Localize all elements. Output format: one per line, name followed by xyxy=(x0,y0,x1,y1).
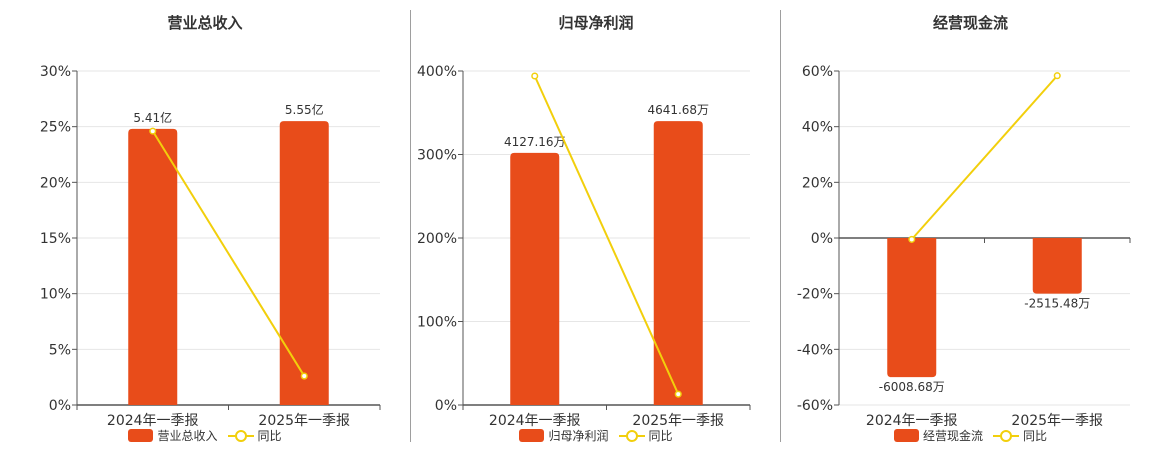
y-tick-label: 20% xyxy=(40,175,71,191)
legend-label: 同比 xyxy=(648,429,673,443)
line-series xyxy=(911,75,1058,241)
line-series xyxy=(533,75,680,395)
legend-item-line[interactable]: 同比 xyxy=(227,427,282,444)
chart-panel-revenue: 营业总收入 0% 5% 10% 15% 20% 25% 30% 2024年一季报 2025年一季… xyxy=(0,0,410,450)
legend-line-swatch xyxy=(618,429,645,442)
legend-label: 经营现金流 xyxy=(922,429,983,443)
bar-data-label: 4641.68万 xyxy=(647,103,709,117)
legend-item-line[interactable]: 同比 xyxy=(618,427,673,444)
line-point xyxy=(908,235,916,243)
legend: 归母净利润 同比 xyxy=(411,427,781,444)
legend: 营业总收入 同比 xyxy=(0,427,410,444)
legend: 经营现金流 同比 xyxy=(781,427,1160,444)
line-point xyxy=(1053,72,1061,80)
legend-item-bar[interactable]: 营业总收入 xyxy=(128,427,218,444)
line-point xyxy=(300,372,308,380)
x-tick-label: 2024年一季报 xyxy=(489,413,581,429)
y-tick-label: 15% xyxy=(40,231,71,247)
panel-divider xyxy=(410,10,411,442)
x-tick-label: 2024年一季报 xyxy=(107,413,199,429)
x-tick-label: 2024年一季报 xyxy=(866,413,958,429)
bar xyxy=(510,152,560,405)
legend-bar-swatch xyxy=(893,429,919,442)
chart-title: 归母净利润 xyxy=(558,14,634,32)
chart-title: 营业总收入 xyxy=(167,14,243,32)
y-tick-label: 0% xyxy=(811,231,833,247)
y-tick-label: 0% xyxy=(435,398,457,414)
y-tick-label: 300% xyxy=(417,148,457,164)
legend-line-swatch xyxy=(993,429,1019,442)
y-tick-label: 200% xyxy=(417,231,457,247)
legend-bar-swatch xyxy=(128,429,154,442)
legend-label: 同比 xyxy=(1023,429,1048,443)
y-tick-label: 40% xyxy=(802,120,833,136)
line-series xyxy=(151,130,306,377)
bar-data-label: 5.55亿 xyxy=(285,102,324,117)
line-point xyxy=(149,127,157,135)
chart-panel-cash-flow: 经营现金流 -60% -40% -20% 0% 20% 40% 60% 2024年一季报 202… xyxy=(781,0,1160,450)
bar xyxy=(1032,238,1082,294)
y-tick-label: 5% xyxy=(49,342,71,358)
x-tick-label: 2025年一季报 xyxy=(632,413,724,429)
bar xyxy=(653,121,703,405)
y-tick-label: -40% xyxy=(797,342,833,358)
legend-item-bar[interactable]: 经营现金流 xyxy=(893,427,983,444)
bar xyxy=(128,128,178,406)
legend-label: 同比 xyxy=(257,429,282,443)
bar xyxy=(887,238,937,378)
panel-divider xyxy=(780,10,781,442)
chart-revenue: 0% 5% 10% 15% 20% 25% 30% 2024年一季报 2025年一季报 5.41亿… xyxy=(40,64,381,429)
x-tick-label: 2025年一季报 xyxy=(258,413,350,429)
bar-data-label: 4127.16万 xyxy=(504,135,566,149)
chart-cash-flow: -60% -40% -20% 0% 20% 40% 60% 2024年一季报 2025年一季报 -… xyxy=(797,64,1131,429)
y-tick-label: 100% xyxy=(417,315,457,331)
chart-panel-net-profit: 归母净利润 0% 100% 200% 300% 400% 2024年一季报 2025年一季报… xyxy=(411,0,781,450)
y-tick-label: 25% xyxy=(40,120,71,136)
x-tick-label: 2025年一季报 xyxy=(1011,413,1103,429)
y-tick-label: 30% xyxy=(40,64,71,80)
chart-net-profit: 0% 100% 200% 300% 400% 2024年一季报 2025年一季报 4127.1… xyxy=(417,64,751,429)
legend-item-line[interactable]: 同比 xyxy=(993,427,1047,444)
legend-label: 归母净利润 xyxy=(548,429,609,443)
y-tick-label: -60% xyxy=(797,398,833,414)
line-point xyxy=(674,390,682,398)
y-tick-label: 60% xyxy=(802,64,833,80)
bar xyxy=(279,121,329,405)
legend-item-bar[interactable]: 归母净利润 xyxy=(519,427,609,444)
legend-label: 营业总收入 xyxy=(157,429,218,443)
chart-title: 经营现金流 xyxy=(932,14,1008,32)
line-point xyxy=(531,72,539,80)
bar-data-label: 5.41亿 xyxy=(133,110,172,125)
y-tick-label: 0% xyxy=(49,398,71,414)
bar-data-label: -6008.68万 xyxy=(879,380,945,394)
y-tick-label: 20% xyxy=(802,175,833,191)
y-tick-label: -20% xyxy=(797,287,833,303)
y-tick-label: 10% xyxy=(40,287,71,303)
y-tick-label: 400% xyxy=(417,64,457,80)
bar-data-label: -2515.48万 xyxy=(1024,297,1090,311)
legend-line-swatch xyxy=(227,429,254,442)
legend-bar-swatch xyxy=(519,429,545,442)
